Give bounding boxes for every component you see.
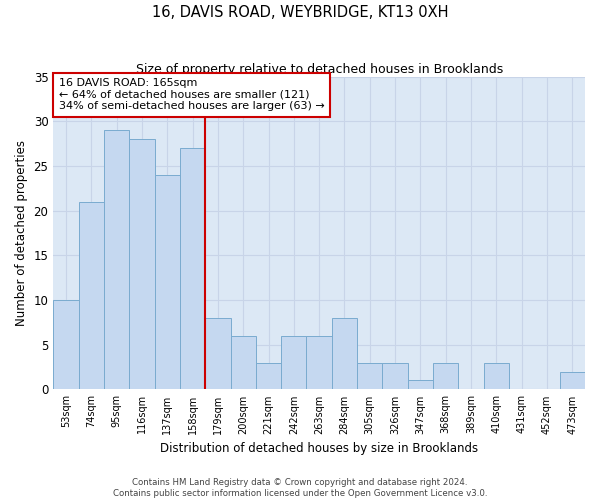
Bar [332,318,357,390]
Bar [205,318,230,390]
Text: Contains HM Land Registry data © Crown copyright and database right 2024.
Contai: Contains HM Land Registry data © Crown c… [113,478,487,498]
Bar [129,139,155,390]
Bar [53,300,79,390]
Bar [408,380,433,390]
Bar [484,362,509,390]
Bar [560,372,585,390]
Bar [155,175,180,390]
Text: 16, DAVIS ROAD, WEYBRIDGE, KT13 0XH: 16, DAVIS ROAD, WEYBRIDGE, KT13 0XH [152,5,448,20]
Text: 16 DAVIS ROAD: 165sqm
← 64% of detached houses are smaller (121)
34% of semi-det: 16 DAVIS ROAD: 165sqm ← 64% of detached … [59,78,325,112]
Bar [357,362,382,390]
Bar [382,362,408,390]
Bar [79,202,104,390]
Title: Size of property relative to detached houses in Brooklands: Size of property relative to detached ho… [136,62,503,76]
Y-axis label: Number of detached properties: Number of detached properties [15,140,28,326]
Bar [230,336,256,390]
Bar [433,362,458,390]
Bar [307,336,332,390]
Bar [256,362,281,390]
Bar [104,130,129,390]
X-axis label: Distribution of detached houses by size in Brooklands: Distribution of detached houses by size … [160,442,478,455]
Bar [281,336,307,390]
Bar [180,148,205,390]
